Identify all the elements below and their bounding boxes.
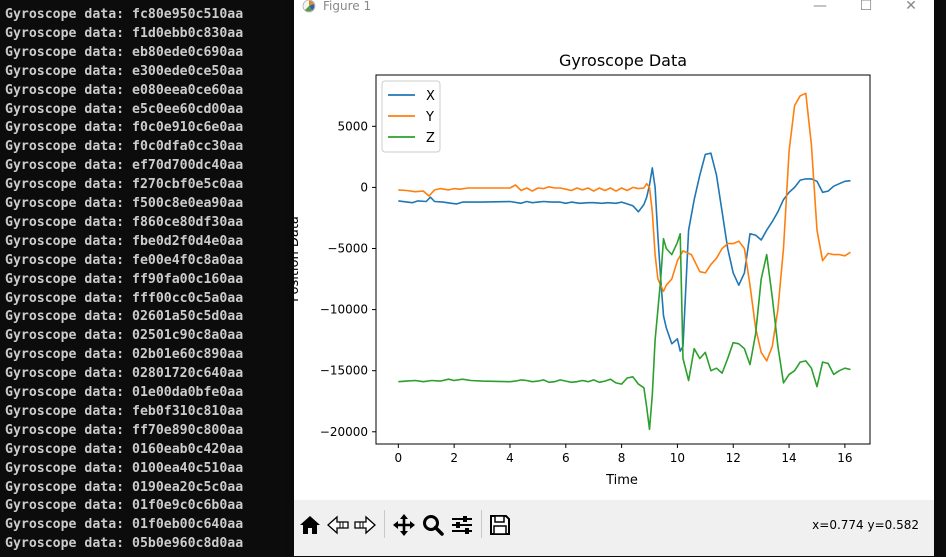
terminal-line: Gyroscope data: 0190ea20c5c0aa [5, 479, 244, 495]
x-tick-label: 2 [450, 451, 458, 465]
axis-ticks: 0 2 4 6 8 10 12 14 16 −20000 −15000 −10000 −5000 0 500… [320, 119, 853, 465]
x-tick-label: 6 [562, 451, 570, 465]
terminal-line: Gyroscope data: f270cbf0e5c0aa [5, 177, 244, 193]
gyroscope-chart: Gyroscope Data Time Position Data 0 2 4 6 8 1… [294, 51, 871, 488]
chart-legend: XYZ [381, 80, 441, 153]
terminal-line: Gyroscope data: 02501c90c8a0aa [5, 328, 244, 344]
terminal-line: Gyroscope data: 01f0e9c0c6b0aa [5, 498, 244, 514]
terminal-line: Gyroscope data: 0160eab0c420aa [5, 441, 244, 457]
cursor-coordinates: x=0.774 y=0.582 [812, 518, 919, 532]
terminal-line: Gyroscope data: fff00cc0c5a0aa [5, 290, 244, 306]
x-axis-label: Time [605, 473, 638, 488]
terminal-line: Gyroscope data: ff90fa00c160aa [5, 271, 244, 287]
back-icon[interactable] [325, 512, 351, 538]
terminal-line: Gyroscope data: f860ce80df30aa [5, 214, 244, 230]
figure-window: Figure 1 — ☐ ✕ Gyroscope Data Time Posit… [294, 0, 934, 556]
terminal-line: Gyroscope data: eb80ede0c690aa [5, 44, 244, 60]
terminal-line: Gyroscope data: 02b01e60c890aa [5, 347, 244, 363]
terminal-line: Gyroscope data: 01f0eb00c640aa [5, 517, 244, 533]
save-icon[interactable] [487, 512, 513, 538]
configure-subplots-icon[interactable] [449, 512, 475, 538]
x-tick-label: 12 [726, 451, 741, 465]
x-tick-label: 10 [670, 451, 685, 465]
x-tick-label: 16 [837, 451, 852, 465]
minimize-icon: — [813, 0, 827, 14]
y-tick-label: −20000 [320, 425, 368, 439]
terminal-line: Gyroscope data: fc80e950c510aa [5, 7, 244, 22]
title-bar[interactable]: Figure 1 — ☐ ✕ [294, 0, 934, 18]
maximize-button[interactable]: ☐ [843, 0, 889, 18]
terminal-line: Gyroscope data: fbe0d2f0d4e0aa [5, 233, 244, 249]
chart-title: Gyroscope Data [559, 51, 687, 70]
terminal-line: Gyroscope data: 01e00da0bfe0aa [5, 385, 244, 400]
terminal-line: Gyroscope data: f500c8e0ea90aa [5, 196, 244, 211]
terminal-line: Gyroscope data: fe00e4f0c8a0aa [5, 252, 244, 268]
toolbar-separator [481, 510, 482, 538]
pan-icon[interactable] [391, 512, 417, 538]
legend-label: X [426, 89, 435, 104]
legend-label: Z [426, 131, 435, 146]
zoom-icon[interactable] [420, 512, 446, 538]
window-title: Figure 1 [323, 0, 372, 13]
figure-canvas[interactable]: Gyroscope Data Time Position Data 0 2 4 6 8 1… [294, 18, 934, 498]
x-tick-label: 4 [506, 451, 514, 465]
series-lines [398, 92, 851, 431]
y-tick-label: 5000 [337, 119, 368, 133]
terminal-line: Gyroscope data: 05b0e960c8d0aa [5, 536, 244, 552]
terminal-window[interactable]: Gyroscope data: fc80e950c510aa Gyroscope … [0, 0, 296, 557]
x-tick-label: 8 [618, 451, 626, 465]
x-tick-label: 0 [395, 451, 403, 465]
terminal-line: Gyroscope data: 0100ea40c510aa [5, 460, 244, 476]
terminal-line: Gyroscope data: e080eea0ce60aa [5, 82, 244, 98]
navigation-toolbar: x=0.774 y=0.582 [294, 500, 934, 556]
toolbar-separator [384, 510, 385, 538]
x-tick-label: 14 [781, 451, 796, 465]
close-icon: ✕ [905, 0, 917, 14]
terminal-line: Gyroscope data: 02801720c640aa [5, 366, 244, 382]
matplotlib-logo-icon [302, 0, 316, 13]
close-button[interactable]: ✕ [888, 0, 934, 18]
series-line-y [398, 92, 851, 362]
terminal-line: Gyroscope data: f1d0ebb0c830aa [5, 25, 244, 41]
y-tick-label: 0 [360, 180, 368, 194]
y-tick-label: −15000 [320, 364, 368, 378]
y-axis-label: Position Data [294, 216, 302, 302]
legend-label: Y [425, 110, 434, 125]
maximize-icon: ☐ [859, 0, 873, 14]
y-tick-label: −5000 [327, 242, 368, 256]
terminal-line: Gyroscope data: ef70d700dc40aa [5, 158, 244, 174]
terminal-line: Gyroscope data: f0c0e910c6e0aa [5, 120, 244, 136]
series-line-x [398, 152, 851, 352]
terminal-line: Gyroscope data: e300ede0ce50aa [5, 63, 244, 79]
terminal-line: Gyroscope data: feb0f310c810aa [5, 403, 244, 419]
forward-icon[interactable] [352, 512, 378, 538]
terminal-line: Gyroscope data: e5c0ee60cd00aa [5, 101, 244, 117]
minimize-button[interactable]: — [797, 0, 843, 18]
series-line-z [398, 233, 851, 431]
y-tick-label: −10000 [320, 303, 368, 317]
terminal-line: Gyroscope data: 02601a50c5d0aa [5, 309, 244, 325]
axes-frame [375, 74, 871, 445]
home-icon[interactable] [297, 512, 323, 538]
terminal-line: Gyroscope data: ff70e890c800aa [5, 422, 244, 438]
terminal-line: Gyroscope data: f0c0dfa0cc30aa [5, 139, 244, 155]
